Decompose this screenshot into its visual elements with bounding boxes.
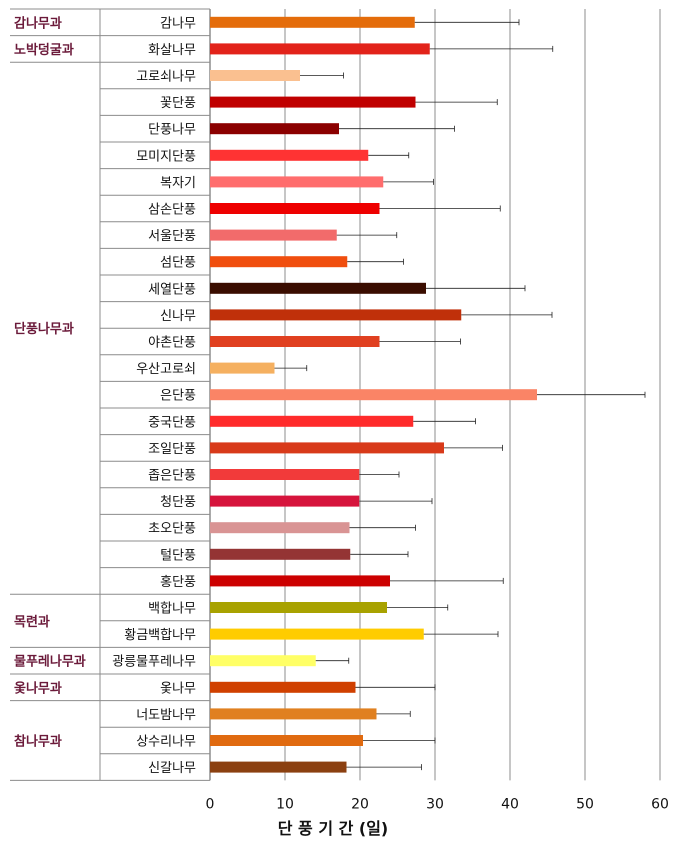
category-label: 화살나무 [148,43,196,58]
x-axis-title: 단 풍 기 간 (일) [278,819,389,838]
category-label: 상수리나무 [136,735,196,750]
category-label: 조일단풍 [148,442,196,457]
category-label: 은단풍 [160,389,196,404]
bar [210,336,380,347]
family-label: 목련과 [14,614,50,630]
bar [210,362,275,374]
bar [210,548,351,560]
family-label: 옻나무과 [14,680,62,696]
bar [210,522,350,534]
bar [210,655,316,667]
bar [210,681,356,693]
category-label: 야촌단풍 [148,336,196,351]
family-label: 노박덩굴과 [14,42,74,58]
bar [210,761,347,773]
category-label: 모미지단풍 [136,149,196,164]
category-label: 고로쇠나무 [136,70,196,85]
category-label: 너도밤나무 [136,708,196,723]
x-tick-label: 0 [206,796,215,812]
bar [210,256,348,268]
category-label: 복자기 [160,176,196,191]
family-label: 감나무과 [14,15,62,31]
x-tick-label: 50 [576,796,594,812]
x-axis-ticks: 0 10 20 30 40 50 60 [206,796,669,812]
category-label: 섬단풍 [160,256,196,271]
bar [210,176,384,188]
x-tick-label: 30 [426,796,444,812]
category-label: 황금백합나무 [124,628,196,643]
bar [210,70,300,81]
category-label: 청단풍 [160,495,196,510]
category-label: 신나무 [160,309,196,324]
category-label: 신갈나무 [148,761,196,776]
family-label: 단풍나무과 [14,321,74,337]
category-label: 백합나무 [148,602,196,617]
category-label: 광릉물푸레나무 [112,655,196,670]
bar [210,575,390,587]
x-tick-label: 60 [651,796,669,812]
x-tick-label: 10 [276,796,294,812]
category-label: 털단풍 [160,548,196,563]
category-label: 단풍나무 [148,123,196,138]
category-label: 삼손단풍 [148,203,196,218]
bar [210,735,363,746]
bar [210,442,444,454]
bars [210,16,646,773]
category-label: 꽃단풍 [160,96,196,111]
bar [210,229,337,241]
x-tick-label: 40 [501,796,519,812]
bar [210,309,462,321]
category-label: 서울단풍 [148,229,196,244]
category-label: 중국단풍 [148,415,196,430]
category-label: 옻나무 [160,681,196,696]
bar [210,282,426,294]
bar [210,123,339,135]
bar [210,96,416,108]
bar [210,628,424,640]
category-label: 세열단풍 [148,282,196,297]
bar [210,469,360,480]
bar [210,43,430,55]
family-label: 물푸레나무과 [14,654,86,670]
category-label: 홍단풍 [160,575,196,590]
family-label: 참나무과 [14,734,62,750]
bar [210,602,387,613]
bar [210,389,537,401]
category-label: 좁은단풍 [148,469,196,484]
bar [210,495,360,507]
bar [210,149,369,161]
category-label: 우산고로쇠 [136,362,196,377]
category-label: 감나무 [160,16,196,31]
x-tick-label: 20 [351,796,369,812]
bar [210,203,380,214]
bar [210,708,377,720]
bar [210,16,415,28]
bar [210,415,414,427]
category-label: 초오단풍 [148,522,196,537]
